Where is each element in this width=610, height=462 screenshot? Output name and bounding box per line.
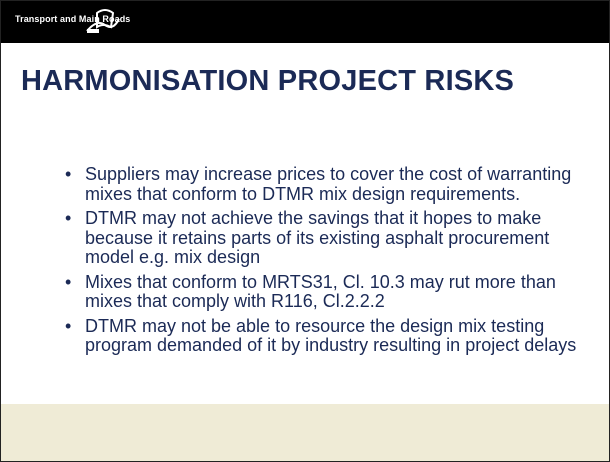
organisation: Transport and Main Roads xyxy=(15,14,131,24)
bullet: DTMR may not achieve the savings that it… xyxy=(63,208,591,268)
bullet: Suppliers may increase prices to cover t… xyxy=(63,164,591,204)
slide-title: HARMONISATION PROJECT RISKS xyxy=(21,65,515,97)
header-bar: Transport and Main Roads xyxy=(1,1,609,43)
footer-band xyxy=(1,404,609,461)
bullet: Mixes that conform to MRTS31, Cl. 10.3 m… xyxy=(63,272,591,312)
bullet-list: Suppliers may increase prices to cover t… xyxy=(63,164,591,361)
logo xyxy=(86,9,120,33)
bullet: DTMR may not be able to resource the des… xyxy=(63,316,591,356)
